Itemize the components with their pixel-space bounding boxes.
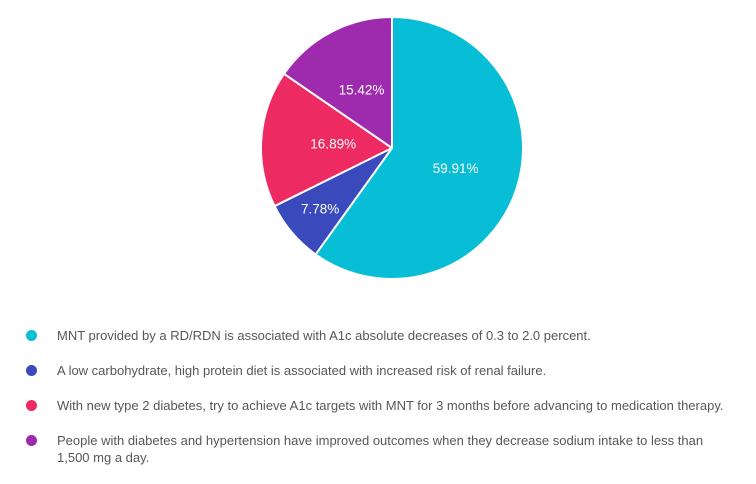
legend-item[interactable]: MNT provided by a RD/RDN is associated w… bbox=[26, 327, 738, 344]
pie-slice-label: 59.91% bbox=[433, 161, 479, 176]
pie-slice-label: 16.89% bbox=[310, 137, 356, 152]
legend-item-label: People with diabetes and hypertension ha… bbox=[57, 433, 704, 465]
legend-item[interactable]: A low carbohydrate, high protein diet is… bbox=[26, 362, 738, 379]
pie-slice-label: 15.42% bbox=[339, 83, 385, 98]
pie-chart-svg: 59.91% 7.78% 16.89% 15.42% bbox=[260, 16, 524, 280]
chart-legend: MNT provided by a RD/RDN is associated w… bbox=[26, 327, 738, 484]
legend-item-label: A low carbohydrate, high protein diet is… bbox=[57, 363, 547, 378]
pie-slice-label: 7.78% bbox=[301, 202, 339, 217]
pie-slice-3[interactable] bbox=[283, 16, 393, 149]
legend-marker-icon bbox=[26, 330, 37, 341]
legend-item-label: MNT provided by a RD/RDN is associated w… bbox=[57, 328, 591, 343]
legend-item-label: With new type 2 diabetes, try to achieve… bbox=[57, 398, 724, 413]
pie-slice-2[interactable] bbox=[260, 72, 393, 208]
legend-marker-icon bbox=[26, 435, 37, 446]
legend-item[interactable]: People with diabetes and hypertension ha… bbox=[26, 432, 738, 466]
pie-slice-0[interactable] bbox=[314, 16, 524, 280]
legend-marker-icon bbox=[26, 400, 37, 411]
pie-chart: 59.91% 7.78% 16.89% 15.42% bbox=[260, 16, 524, 280]
legend-item[interactable]: With new type 2 diabetes, try to achieve… bbox=[26, 397, 738, 414]
legend-marker-icon bbox=[26, 365, 37, 376]
